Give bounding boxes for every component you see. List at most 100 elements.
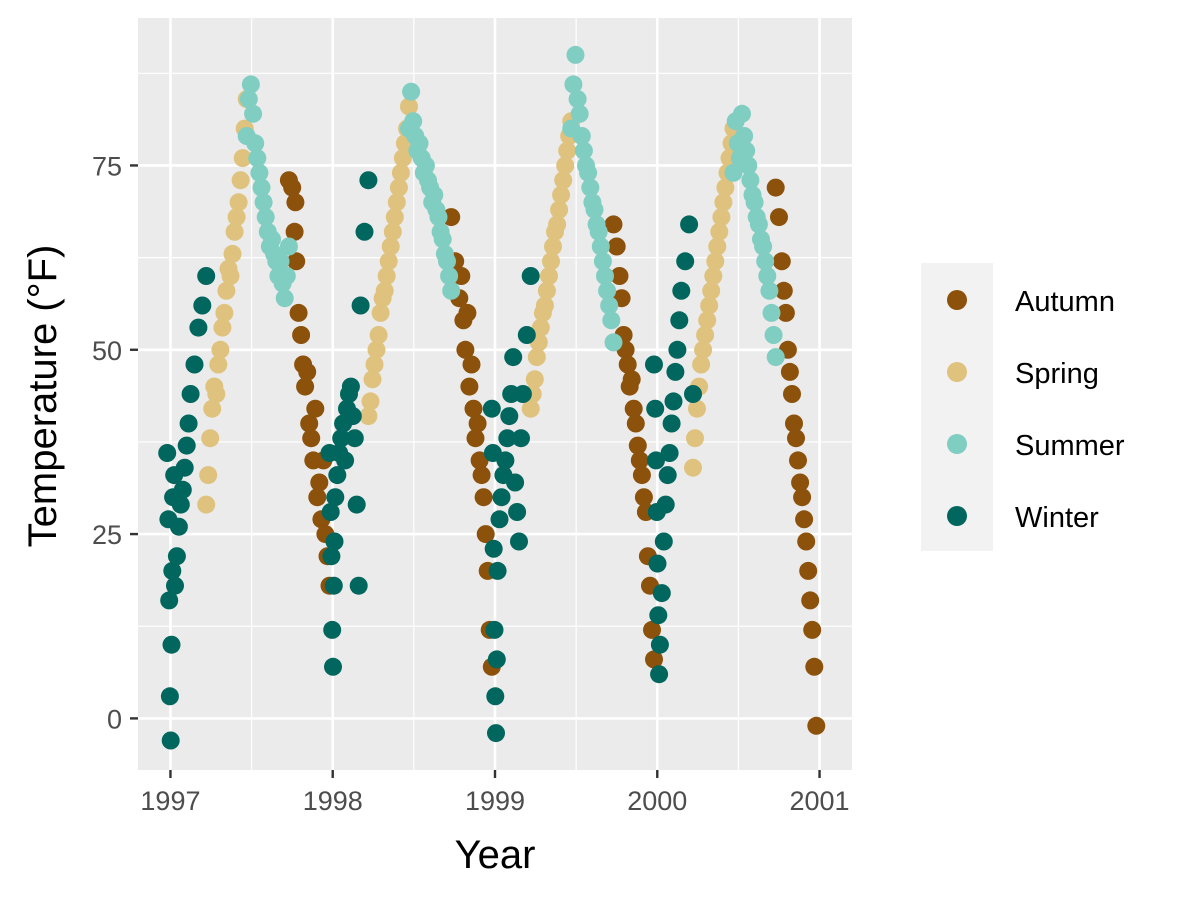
- data-point-spring: [217, 281, 236, 300]
- data-point-summer: [566, 45, 585, 64]
- data-point-summer: [404, 112, 423, 131]
- data-point-summer: [252, 178, 271, 197]
- data-point-autumn: [300, 414, 319, 433]
- data-point-autumn: [306, 399, 325, 418]
- data-point-summer: [766, 348, 785, 367]
- data-point-spring: [387, 193, 406, 212]
- data-point-winter: [323, 620, 342, 639]
- data-point-spring: [379, 252, 398, 271]
- y-tick-label: 0: [107, 704, 122, 734]
- data-point-autumn: [632, 466, 651, 485]
- data-point-winter: [504, 348, 523, 367]
- data-point-winter: [486, 687, 505, 706]
- x-tick-label: 1997: [140, 786, 200, 816]
- data-point-winter: [492, 488, 511, 507]
- data-point-autumn: [474, 488, 493, 507]
- data-point-winter: [658, 466, 677, 485]
- data-point-spring: [696, 326, 715, 344]
- y-axis: 0 25 50 75: [92, 151, 138, 734]
- legend-label-summer: Summer: [1015, 430, 1125, 462]
- data-point-autumn: [456, 340, 475, 359]
- data-point-spring: [548, 215, 567, 234]
- data-point-spring: [391, 163, 410, 182]
- data-point-winter: [193, 296, 212, 315]
- data-point-spring: [535, 296, 554, 315]
- data-point-spring: [233, 149, 252, 168]
- data-point-spring: [393, 149, 412, 168]
- data-point-autumn: [797, 532, 816, 551]
- data-point-autumn: [442, 208, 461, 227]
- y-tick-label: 50: [92, 336, 122, 366]
- data-point-summer: [585, 200, 604, 219]
- data-point-summer: [271, 252, 290, 271]
- data-point-spring: [225, 222, 244, 241]
- data-point-summer: [429, 208, 448, 227]
- data-point-autumn: [776, 303, 795, 322]
- data-point-winter: [162, 635, 181, 654]
- data-point-winter: [321, 503, 340, 521]
- legend-key-autumn: [947, 290, 967, 310]
- data-point-summer: [589, 222, 608, 241]
- data-point-summer: [739, 156, 758, 175]
- data-point-autumn: [464, 399, 483, 418]
- data-point-autumn: [462, 355, 481, 374]
- data-point-spring: [710, 222, 729, 241]
- data-point-winter: [160, 591, 179, 610]
- data-point-spring: [708, 237, 727, 256]
- data-point-winter: [179, 414, 198, 433]
- data-point-summer: [579, 163, 598, 182]
- data-point-winter: [487, 724, 505, 743]
- data-point-spring: [197, 495, 216, 514]
- data-point-autumn: [476, 525, 495, 544]
- data-point-winter: [500, 407, 519, 426]
- data-point-spring: [531, 318, 550, 337]
- data-point-autumn: [626, 414, 645, 433]
- data-point-summer: [433, 230, 452, 249]
- data-point-autumn: [774, 281, 793, 300]
- data-point-summer: [745, 193, 764, 212]
- data-point-spring: [201, 429, 220, 448]
- data-point-winter: [167, 547, 186, 566]
- data-point-spring: [365, 355, 384, 374]
- data-point-summer: [564, 75, 583, 94]
- data-point-spring: [211, 340, 230, 359]
- data-point-winter: [163, 561, 182, 580]
- data-point-autumn: [630, 451, 649, 470]
- data-point-winter: [650, 635, 669, 654]
- data-point-spring: [203, 399, 222, 418]
- data-point-spring: [692, 355, 711, 374]
- data-point-spring: [698, 311, 717, 330]
- x-axis: 1997 1998 1999 2000 2001: [140, 770, 850, 816]
- data-point-winter: [197, 267, 216, 285]
- data-point-autumn: [793, 488, 812, 507]
- data-point-autumn: [801, 591, 820, 610]
- data-point-winter: [158, 444, 177, 462]
- major-gridlines: [138, 18, 852, 770]
- data-point-winter: [517, 326, 536, 344]
- data-point-autumn: [770, 208, 788, 227]
- data-point-summer: [438, 252, 456, 271]
- data-point-autumn: [780, 362, 799, 381]
- data-point-winter: [175, 458, 194, 477]
- data-point-spring: [231, 171, 250, 190]
- data-point-autumn: [645, 650, 663, 669]
- data-point-spring: [400, 97, 418, 116]
- data-point-summer: [248, 149, 267, 168]
- data-point-autumn: [460, 377, 479, 396]
- data-point-spring: [385, 208, 404, 227]
- data-point-spring: [525, 370, 544, 389]
- data-point-summer: [581, 178, 600, 197]
- data-point-summer: [591, 237, 610, 256]
- data-point-winter: [181, 385, 200, 403]
- data-point-summer: [410, 134, 429, 153]
- data-point-autumn: [766, 178, 785, 197]
- data-point-summer: [600, 296, 619, 315]
- data-point-summer: [737, 141, 756, 160]
- data-point-winter: [485, 620, 504, 639]
- data-point-autumn: [787, 429, 805, 448]
- x-axis-title: Year: [455, 833, 536, 877]
- data-point-winter: [684, 385, 702, 403]
- data-point-spring: [221, 267, 240, 285]
- data-point-winter: [325, 532, 344, 551]
